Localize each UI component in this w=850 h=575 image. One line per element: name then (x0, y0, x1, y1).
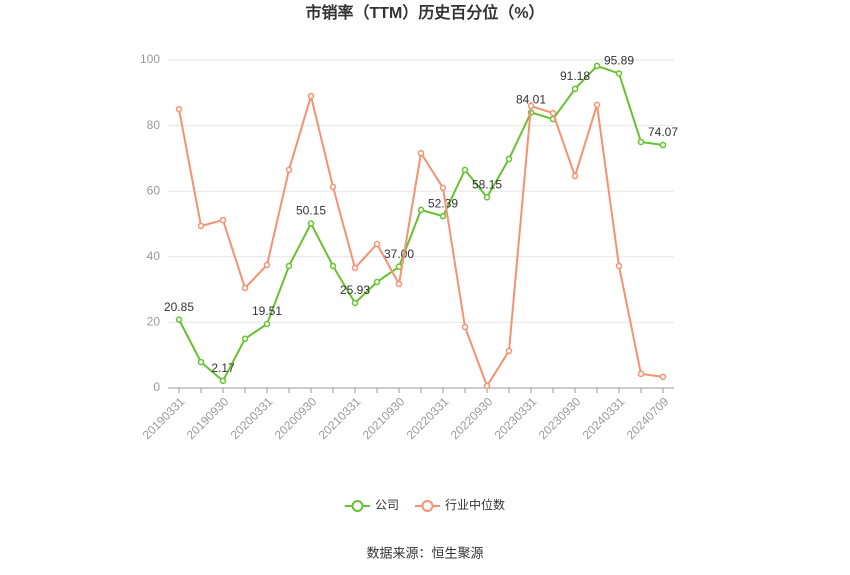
data-point (241, 284, 249, 292)
data-label: 25.93 (340, 283, 370, 297)
x-tick-label: 20220930 (448, 394, 496, 442)
data-point (395, 280, 403, 288)
legend-label[interactable]: 公司 (375, 498, 399, 512)
x-tick-label: 20210930 (360, 394, 408, 442)
data-label: 91.18 (560, 69, 590, 83)
data-point (615, 262, 623, 270)
data-point (593, 62, 601, 70)
data-point (439, 212, 447, 220)
data-point (527, 102, 535, 110)
data-point (483, 382, 491, 390)
data-point (197, 222, 205, 230)
data-point (571, 85, 579, 93)
data-point (373, 278, 381, 286)
x-tick-label: 20210331 (316, 394, 364, 442)
data-point (615, 70, 623, 77)
y-tick-label: 60 (147, 183, 161, 197)
data-point (417, 149, 425, 157)
data-point (483, 194, 491, 201)
source-note: 数据来源：恒生聚源 (366, 545, 483, 560)
y-tick-label: 0 (153, 380, 160, 394)
x-tick-label: 20200331 (228, 394, 276, 442)
data-point (637, 138, 645, 146)
data-point (351, 264, 359, 272)
data-point (659, 141, 667, 149)
y-tick-label: 20 (147, 315, 161, 329)
data-point (285, 166, 293, 174)
legend-marker[interactable] (351, 500, 364, 512)
data-label: 19.51 (252, 304, 282, 318)
x-tick-label: 20230331 (492, 394, 540, 442)
data-label: 20.85 (164, 300, 194, 314)
chart-title: 市销率（TTM）历史百分位（%） (305, 3, 544, 22)
data-point (637, 370, 645, 378)
data-label: 2.17 (211, 361, 235, 375)
y-tick-label: 80 (147, 118, 161, 132)
data-point (307, 220, 315, 227)
x-tick-label: 20240709 (624, 394, 672, 442)
x-tick-label: 20230930 (536, 394, 584, 442)
series-line (178, 92, 664, 389)
data-point (197, 358, 205, 366)
data-point (351, 299, 359, 307)
data-label: 50.15 (296, 204, 326, 218)
data-point (329, 262, 337, 270)
data-point (373, 240, 381, 248)
x-tick-label: 20190331 (140, 394, 188, 442)
data-point (505, 347, 513, 355)
x-tick-label: 20240331 (580, 394, 628, 442)
y-tick-label: 40 (147, 249, 161, 263)
data-point (659, 373, 667, 381)
data-label: 52.39 (428, 196, 458, 210)
x-tick-label: 20190930 (184, 394, 232, 442)
data-point (241, 335, 249, 343)
data-point (263, 261, 271, 269)
data-point (505, 155, 513, 163)
data-label: 95.89 (604, 54, 634, 68)
data-label: 58.15 (472, 177, 502, 191)
legend-label[interactable]: 行业中位数 (445, 497, 505, 512)
data-point (175, 105, 183, 113)
x-tick-label: 20200930 (272, 394, 320, 442)
data-point (175, 316, 183, 323)
data-point (439, 184, 447, 192)
data-label: 74.07 (648, 125, 678, 139)
y-tick-label: 100 (140, 52, 160, 66)
data-point (549, 109, 557, 117)
data-point (571, 172, 579, 180)
data-point (593, 101, 601, 109)
x-tick-label: 20220331 (404, 394, 452, 442)
data-label: 84.01 (516, 93, 546, 107)
legend-marker[interactable] (421, 500, 434, 512)
data-point (307, 92, 315, 100)
data-point (461, 323, 469, 331)
data-point (329, 183, 337, 191)
data-point (263, 320, 271, 328)
data-point (461, 166, 469, 174)
data-point (219, 377, 227, 385)
series-line (178, 64, 664, 383)
data-point (285, 262, 293, 270)
data-point (219, 216, 227, 224)
data-point (417, 206, 425, 214)
data-label: 37.00 (384, 247, 414, 261)
